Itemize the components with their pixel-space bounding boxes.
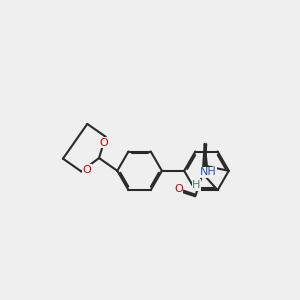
Text: NH: NH <box>200 167 217 177</box>
Text: O: O <box>82 165 91 175</box>
Text: O: O <box>100 138 109 148</box>
Text: O: O <box>174 184 183 194</box>
Text: H: H <box>192 180 200 190</box>
